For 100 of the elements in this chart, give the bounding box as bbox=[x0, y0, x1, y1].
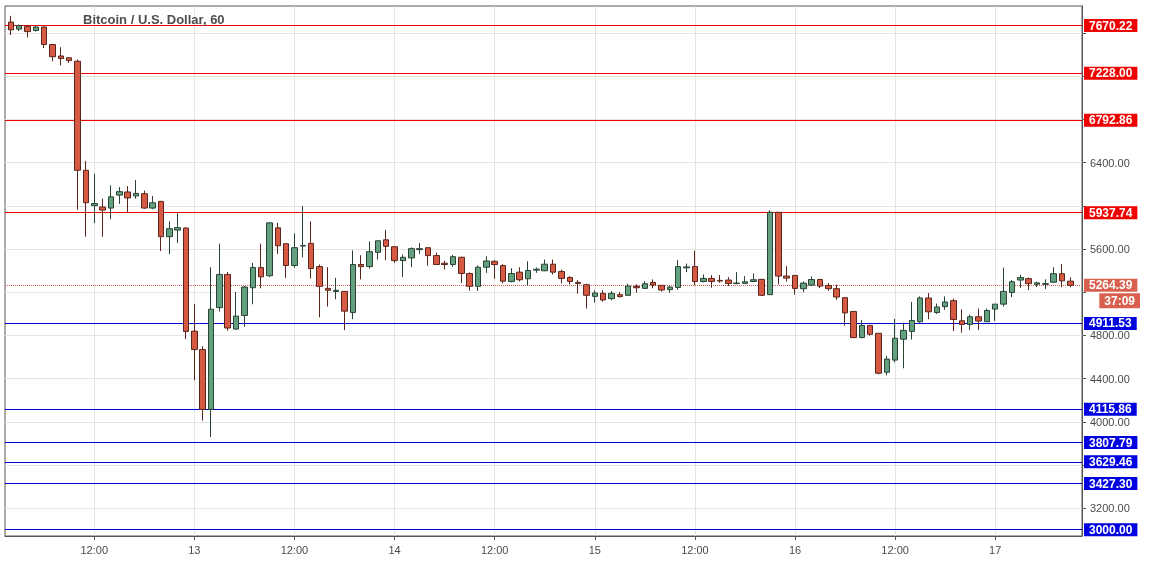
ref-line-label: 7228.00 bbox=[1089, 66, 1133, 81]
candlestick bbox=[1042, 278, 1049, 290]
candlestick bbox=[875, 332, 882, 375]
candlestick bbox=[550, 259, 556, 275]
y-tick-label: 4000.00 bbox=[1090, 415, 1130, 428]
candlestick bbox=[208, 266, 214, 438]
candlestick bbox=[400, 254, 406, 278]
candlestick bbox=[1050, 266, 1057, 284]
candlestick bbox=[291, 232, 298, 269]
candlestick bbox=[58, 46, 64, 66]
candlestick bbox=[967, 314, 973, 331]
candlestick bbox=[525, 260, 531, 286]
candlestick bbox=[425, 247, 431, 267]
candlestick bbox=[592, 289, 598, 304]
x-tick-label: 16 bbox=[788, 543, 802, 556]
candlestick bbox=[16, 24, 22, 32]
candlestick bbox=[742, 275, 748, 285]
candlestick bbox=[516, 266, 523, 282]
ref-line-label: 4911.53 bbox=[1089, 316, 1133, 331]
ref-line-label: 5937.74 bbox=[1089, 205, 1133, 220]
candlestick bbox=[99, 198, 106, 238]
candlestick bbox=[884, 355, 890, 376]
candlestick bbox=[959, 309, 965, 334]
candlestick bbox=[483, 255, 490, 274]
candlestick bbox=[850, 310, 857, 339]
text: Bitcoin / U.S. Dollar, 60 bbox=[83, 12, 225, 27]
candlestick bbox=[74, 59, 81, 211]
candlestick bbox=[917, 295, 923, 324]
candlestick bbox=[24, 25, 31, 39]
candlestick bbox=[491, 259, 498, 280]
candlestick bbox=[867, 324, 873, 337]
candlestick bbox=[950, 298, 957, 332]
candlestick bbox=[241, 285, 248, 328]
candlestick bbox=[892, 318, 898, 363]
candlestick bbox=[124, 185, 131, 213]
candlestick bbox=[275, 222, 281, 255]
candlestick bbox=[49, 43, 56, 62]
candlestick bbox=[558, 268, 565, 284]
candlestick bbox=[667, 285, 673, 294]
ref-line-label: 3807.79 bbox=[1089, 435, 1133, 450]
candlestick bbox=[116, 186, 123, 205]
candlestick bbox=[266, 222, 273, 278]
candlestick bbox=[934, 303, 940, 315]
x-tick-label: 13 bbox=[188, 543, 201, 556]
candlestick bbox=[391, 245, 398, 264]
candlestick bbox=[308, 221, 314, 279]
y-tick-label: 4400.00 bbox=[1090, 372, 1130, 385]
candlestick bbox=[700, 273, 707, 283]
ref-line-label: 3629.46 bbox=[1089, 454, 1133, 469]
candlestick bbox=[475, 264, 481, 292]
candlestick bbox=[91, 173, 98, 224]
x-tick-label: 15 bbox=[588, 543, 601, 556]
candlestick bbox=[683, 263, 690, 273]
x-tick-label: 12:00 bbox=[80, 543, 109, 556]
candlestick bbox=[508, 267, 515, 283]
candlestick bbox=[1017, 274, 1024, 289]
candlestick bbox=[250, 262, 256, 305]
x-tick-label: 17 bbox=[989, 543, 1002, 556]
candlestick bbox=[358, 254, 364, 280]
candlestick bbox=[333, 277, 339, 300]
y-tick-label: 4800.00 bbox=[1090, 329, 1130, 342]
x-tick-label: 12:00 bbox=[280, 543, 309, 556]
candlestick bbox=[675, 259, 681, 291]
candlestick bbox=[41, 25, 47, 49]
ref-line-label: 5264.39 bbox=[1089, 278, 1133, 293]
candlestick bbox=[733, 271, 740, 285]
candlestick bbox=[842, 297, 848, 327]
candlestick bbox=[216, 243, 223, 312]
candlestick bbox=[375, 240, 381, 261]
candlestick bbox=[642, 280, 648, 290]
x-tick-label: 14 bbox=[388, 543, 401, 556]
candlestick bbox=[383, 229, 389, 261]
candlestick bbox=[984, 308, 990, 323]
x-tick-label: 12:00 bbox=[881, 543, 909, 556]
candlestick bbox=[900, 322, 907, 369]
candlestick bbox=[942, 295, 948, 311]
candlestick bbox=[1009, 279, 1015, 298]
candlestick bbox=[909, 301, 915, 341]
candlestick bbox=[141, 190, 148, 210]
candlestick bbox=[341, 290, 348, 331]
candlestick bbox=[66, 56, 72, 64]
candlestick bbox=[625, 283, 631, 297]
candlestick bbox=[133, 179, 139, 200]
candlestick bbox=[8, 15, 14, 36]
ref-line-label: 7670.22 bbox=[1089, 18, 1133, 33]
candlestick bbox=[975, 308, 982, 331]
candlestick bbox=[717, 274, 723, 284]
candlestick bbox=[1000, 267, 1007, 308]
candlestick bbox=[859, 319, 865, 339]
candlestick bbox=[600, 289, 606, 303]
candlestick bbox=[283, 243, 289, 279]
candlestick bbox=[450, 254, 456, 268]
y-tick-label: 6400.00 bbox=[1090, 156, 1130, 169]
candlestick bbox=[692, 250, 698, 286]
candlestick bbox=[767, 209, 773, 296]
candlestick bbox=[1034, 281, 1040, 288]
ref-line-label: 3000.00 bbox=[1089, 522, 1133, 537]
text: 37:09 bbox=[1104, 294, 1136, 309]
candlestick bbox=[300, 205, 306, 258]
candlestick bbox=[149, 195, 156, 210]
